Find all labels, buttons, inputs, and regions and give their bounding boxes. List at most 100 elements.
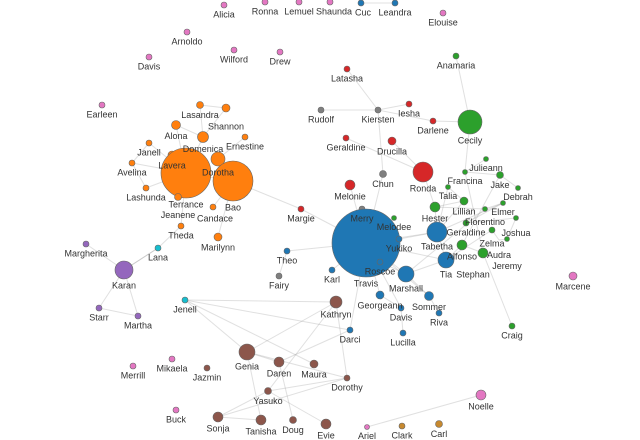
node-maura[interactable] [309,359,319,369]
node-geraldine[interactable] [462,219,470,227]
node-candace[interactable] [209,203,217,211]
link [217,390,269,418]
node-lemuel[interactable] [295,0,303,6]
node-geraldine[interactable] [342,134,350,142]
node-margie[interactable] [297,205,305,213]
node-doug[interactable] [289,416,297,424]
node-domenica[interactable] [197,131,209,143]
node-margherita[interactable] [82,240,90,248]
node-melodee[interactable] [391,215,397,221]
node-tanisha[interactable] [255,414,267,426]
node-fairy[interactable] [275,272,283,280]
node-drew[interactable] [276,48,284,56]
node-lashunda[interactable] [142,184,150,192]
node-tia[interactable] [437,251,455,269]
node-alona[interactable] [171,120,181,130]
node-mikaela[interactable] [168,355,176,363]
node-elmer[interactable] [500,200,506,206]
node-stephan[interactable] [477,247,489,259]
node-carl[interactable] [435,420,443,428]
node-jazmin[interactable] [203,364,211,372]
node-elouise[interactable] [439,9,447,17]
node-noelle[interactable] [475,389,487,401]
node-leandra[interactable] [391,0,399,7]
node-kathryn[interactable] [329,295,343,309]
node-karl[interactable] [328,266,336,274]
node-jenell[interactable] [181,296,189,304]
node-label: Maura [301,369,327,379]
node-alicia[interactable] [220,1,228,9]
node-ronda[interactable] [412,161,434,183]
node-genia[interactable] [238,343,256,361]
node-lucilla[interactable] [399,329,407,337]
node-florentino[interactable] [482,206,488,212]
node-shannon[interactable] [221,103,231,113]
node-arnoldo[interactable] [183,28,191,36]
node-theo[interactable] [283,247,291,255]
node-jeremy[interactable] [504,236,510,242]
node-dorotha[interactable] [210,151,226,167]
node-iesha[interactable] [405,100,413,108]
node-hester[interactable] [429,201,441,213]
node-roscoe[interactable] [376,258,384,266]
node-merrill[interactable] [129,362,137,370]
node-drucilla[interactable] [387,136,397,146]
node-lasandra[interactable] [196,101,204,109]
node-wilford[interactable] [230,46,238,54]
node-lana[interactable] [154,244,162,252]
node-ronna[interactable] [261,0,269,6]
node-riva[interactable] [435,309,443,317]
node-chun[interactable] [379,170,387,178]
node-clark[interactable] [398,422,406,430]
node-darlene[interactable] [429,117,437,125]
node-travis[interactable] [331,208,401,278]
node-davis[interactable] [145,53,153,61]
node-julieann[interactable] [483,156,489,162]
node-craig[interactable] [508,322,516,330]
node-dorothy[interactable] [343,374,351,382]
node-ariel[interactable] [364,424,370,430]
node-latasha[interactable] [343,65,351,73]
node-label: Merrill [121,370,146,380]
node-bao[interactable] [212,160,254,202]
node-theda[interactable] [177,222,185,230]
node-davis[interactable] [397,304,405,312]
node-lillian[interactable] [459,196,469,206]
node-melonie[interactable] [344,179,356,191]
node-yukiko[interactable] [395,235,403,243]
node-georgeann[interactable] [375,290,385,300]
node-darci[interactable] [346,326,354,334]
node-joshua[interactable] [513,215,519,221]
node-ernestine[interactable] [241,133,249,141]
node-anamaria[interactable] [452,52,460,60]
node-avelina[interactable] [128,159,136,167]
node-zelma[interactable] [488,226,496,234]
node-yasuko[interactable] [264,387,272,395]
node-evie[interactable] [320,418,332,430]
node-marshall[interactable] [397,265,415,283]
node-marilynn[interactable] [213,232,223,242]
node-rudolf[interactable] [317,106,325,114]
node-cuc[interactable] [357,0,365,7]
node-marcene[interactable] [568,271,578,281]
node-jeanene[interactable] [174,193,182,201]
node-alfonso[interactable] [456,239,468,251]
node-karan[interactable] [114,260,134,280]
node-talia[interactable] [445,184,451,190]
node-cecily[interactable] [457,109,483,135]
node-martha[interactable] [134,312,142,320]
node-tabetha[interactable] [426,221,448,243]
node-janell[interactable] [145,139,153,147]
node-daren[interactable] [273,356,285,368]
node-earleen[interactable] [98,101,106,109]
node-shaunda[interactable] [326,0,334,6]
node-kiersten[interactable] [374,106,382,114]
node-francina[interactable] [462,169,468,175]
node-sonja[interactable] [212,411,224,423]
node-debrah[interactable] [515,185,521,191]
node-buck[interactable] [172,406,180,414]
node-terrance[interactable] [160,147,212,199]
node-sommer[interactable] [424,291,434,301]
node-jake[interactable] [496,171,504,179]
node-starr[interactable] [95,304,103,312]
